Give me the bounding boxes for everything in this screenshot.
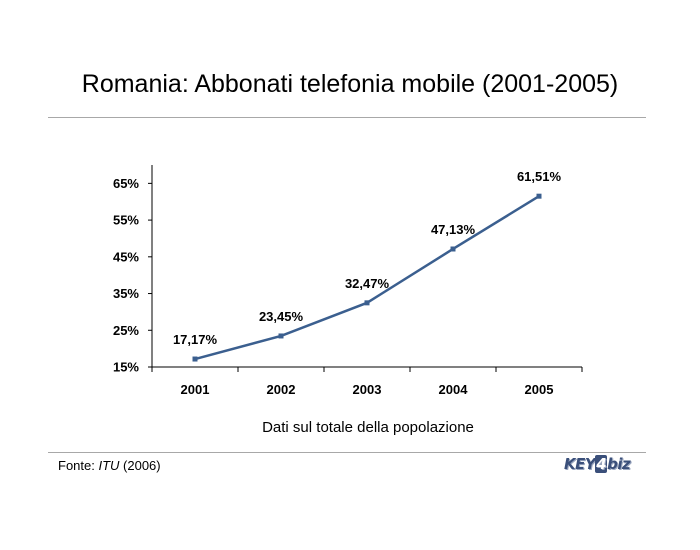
data-label: 23,45%	[259, 309, 304, 324]
x-tick-label: 2002	[267, 382, 296, 397]
x-tick-label: 2001	[181, 382, 210, 397]
x-axis-title: Dati sul totale della popolazione	[262, 419, 474, 436]
source-name: ITU	[98, 458, 120, 473]
source-note: Fonte: ITU (2006)	[58, 458, 161, 473]
data-label: 47,13%	[431, 222, 476, 237]
footer-divider	[48, 452, 646, 453]
x-tick-label: 2004	[439, 382, 469, 397]
x-tick-label: 2003	[353, 382, 382, 397]
data-point	[278, 333, 284, 339]
line-chart: 15%25%35%45%55%65% 2001 2002 2003 2004 2005 …	[113, 165, 583, 436]
data-label: 61,51%	[517, 169, 562, 184]
data-labels: 17,17% 23,45% 32,47% 47,13% 61,51%	[173, 169, 562, 347]
y-tick-label: 25%	[113, 323, 139, 338]
y-tick-label: 35%	[113, 286, 139, 301]
source-year: (2006)	[119, 458, 161, 473]
y-tick-label: 45%	[113, 249, 139, 264]
y-tick-label: 65%	[113, 176, 139, 191]
key4biz-logo: KEY4biz	[564, 455, 631, 473]
title-divider	[48, 117, 646, 118]
y-tick-label: 15%	[113, 360, 139, 375]
x-tick-label: 2005	[525, 382, 554, 397]
data-point	[450, 246, 456, 252]
series-group	[192, 193, 542, 362]
data-point	[364, 300, 370, 306]
source-prefix: Fonte:	[58, 458, 99, 473]
y-tick-label: 55%	[113, 213, 139, 228]
y-axis: 15% 25% 35% 45% 55% 65%	[113, 165, 153, 375]
x-axis: 2001 2002 2003 2004 2005	[151, 366, 583, 397]
page-title: Romania: Abbonati telefonia mobile (2001…	[81, 70, 619, 98]
data-point	[192, 356, 198, 362]
data-label: 32,47%	[345, 276, 390, 291]
data-point	[536, 193, 542, 199]
data-label: 17,17%	[173, 332, 218, 347]
